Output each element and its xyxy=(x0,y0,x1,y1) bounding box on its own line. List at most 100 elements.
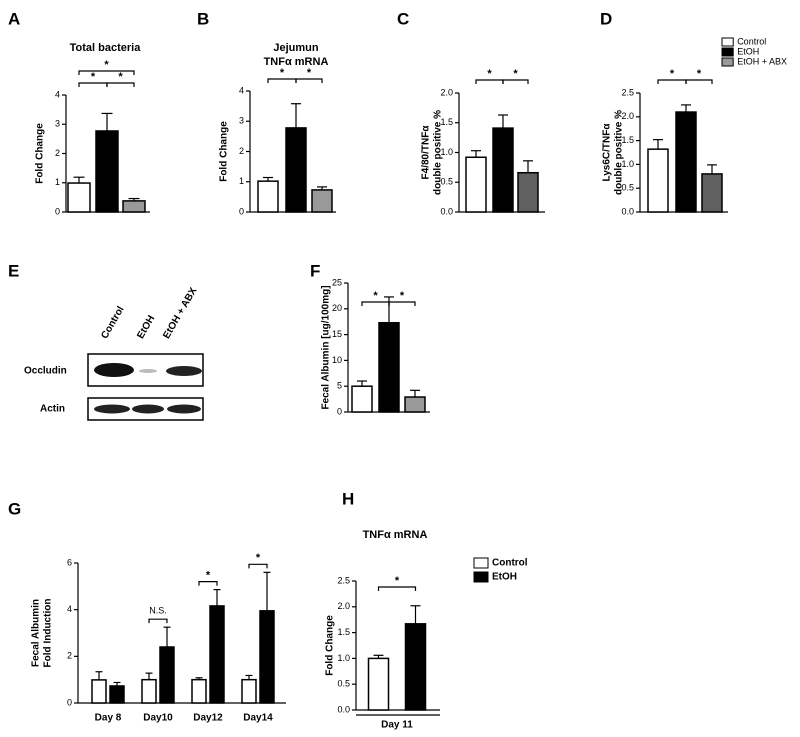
bar xyxy=(241,678,257,704)
panel-letter: D xyxy=(600,9,612,28)
y-axis-label: Fold Change xyxy=(35,123,46,184)
y-axis-label: Fold Induction xyxy=(43,599,54,668)
legend-swatch xyxy=(473,571,489,583)
significance-bracket xyxy=(78,82,108,87)
x-tick-label: Day12 xyxy=(193,713,223,724)
chart-title: Total bacteria xyxy=(70,42,142,54)
y-tick-label: 20 xyxy=(332,303,342,313)
y-tick-label: 0 xyxy=(337,406,342,416)
band xyxy=(166,366,202,376)
significance-label: * xyxy=(104,59,109,71)
y-tick-label: 0.0 xyxy=(440,206,453,216)
significance-bracket xyxy=(267,78,297,83)
bar xyxy=(647,148,669,213)
bar xyxy=(465,156,487,213)
bar xyxy=(191,678,207,704)
y-axis-label: Fecal Albumin [ug/100mg] xyxy=(321,285,332,409)
significance-label: * xyxy=(670,68,675,80)
significance-label: * xyxy=(400,290,405,302)
bar xyxy=(109,685,125,704)
y-tick-label: 1.5 xyxy=(621,135,634,145)
bar xyxy=(285,127,307,213)
significance-label: * xyxy=(307,67,312,79)
significance-bracket xyxy=(475,79,504,84)
y-tick-label: 1.0 xyxy=(621,159,634,169)
bar xyxy=(492,127,514,213)
bar xyxy=(259,610,275,704)
y-tick-label: 0.0 xyxy=(337,704,350,714)
panel-letter: E xyxy=(8,261,19,280)
bar xyxy=(122,200,146,213)
bar xyxy=(701,173,723,213)
band xyxy=(132,404,164,414)
legend-label: EtOH xyxy=(737,46,759,56)
panel-letter: B xyxy=(197,9,209,28)
y-axis-label: Lys6C/TNFα xyxy=(602,123,613,182)
y-tick-label: 10 xyxy=(332,355,342,365)
y-tick-label: 2.0 xyxy=(621,111,634,121)
y-tick-label: 5 xyxy=(337,381,342,391)
bar xyxy=(311,189,333,213)
y-tick-label: 2.0 xyxy=(440,87,453,97)
significance-bracket xyxy=(198,581,218,586)
y-tick-label: 25 xyxy=(332,277,342,287)
y-axis-label: double positive % xyxy=(433,110,444,195)
bar xyxy=(367,657,390,711)
panel-letter: G xyxy=(8,499,21,518)
bar xyxy=(257,180,279,213)
significance-bracket xyxy=(361,301,390,306)
y-tick-label: 4 xyxy=(67,604,72,614)
y-tick-label: 0.5 xyxy=(440,177,453,187)
y-tick-label: 2 xyxy=(67,651,72,661)
significance-label: * xyxy=(513,68,518,80)
y-axis-label: Fold Change xyxy=(325,615,336,676)
panel-letter: H xyxy=(342,489,354,508)
significance-bracket xyxy=(148,618,168,624)
y-axis-label: Fecal Albumin xyxy=(31,599,42,667)
band xyxy=(139,369,157,373)
row-label: Occludin xyxy=(24,366,67,377)
significance-label: * xyxy=(487,68,492,80)
y-axis-label: Fold Change xyxy=(219,121,230,182)
chart-title: TNFα mRNA xyxy=(264,56,329,68)
y-tick-label: 0 xyxy=(55,206,60,216)
band xyxy=(167,404,201,414)
y-axis-label: double positive % xyxy=(614,110,625,195)
bar xyxy=(404,623,427,711)
significance-bracket xyxy=(295,78,323,83)
y-tick-label: 0.0 xyxy=(621,206,634,216)
significance-label: N.S. xyxy=(149,606,167,616)
significance-label: * xyxy=(395,575,400,587)
significance-bracket xyxy=(377,586,417,591)
legend-label: EtOH xyxy=(492,572,517,583)
significance-bracket xyxy=(502,79,529,84)
y-axis-label: F4/80/TNFα xyxy=(421,125,432,180)
bar xyxy=(517,171,539,213)
chart-title: Jejumun xyxy=(273,42,319,54)
bar xyxy=(404,396,426,413)
lane-label: EtOH xyxy=(135,314,157,341)
y-tick-label: 4 xyxy=(55,89,60,99)
bar xyxy=(209,605,225,704)
significance-bracket xyxy=(248,563,268,569)
x-tick-label: Day 8 xyxy=(95,713,122,724)
lane-label: EtOH + ABX xyxy=(161,286,199,341)
bar xyxy=(67,182,91,213)
legend-swatch xyxy=(721,37,734,47)
y-tick-label: 2.5 xyxy=(621,87,634,97)
y-tick-label: 1.0 xyxy=(337,653,350,663)
x-tick-label: Day 11 xyxy=(381,720,413,731)
y-tick-label: 2.5 xyxy=(337,575,350,585)
legend-label: Control xyxy=(492,558,528,569)
y-tick-label: 1 xyxy=(239,176,244,186)
bar xyxy=(95,130,119,213)
panel-letter: C xyxy=(397,9,409,28)
legend-label: EtOH + ABX xyxy=(737,56,787,66)
legend-swatch xyxy=(721,57,734,67)
panel-letter: F xyxy=(310,261,320,280)
blot-panel: E Control EtOH EtOH + ABX Occludin Actin xyxy=(8,261,204,421)
bar xyxy=(675,111,697,213)
y-tick-label: 1 xyxy=(55,177,60,187)
y-tick-label: 2 xyxy=(55,148,60,158)
